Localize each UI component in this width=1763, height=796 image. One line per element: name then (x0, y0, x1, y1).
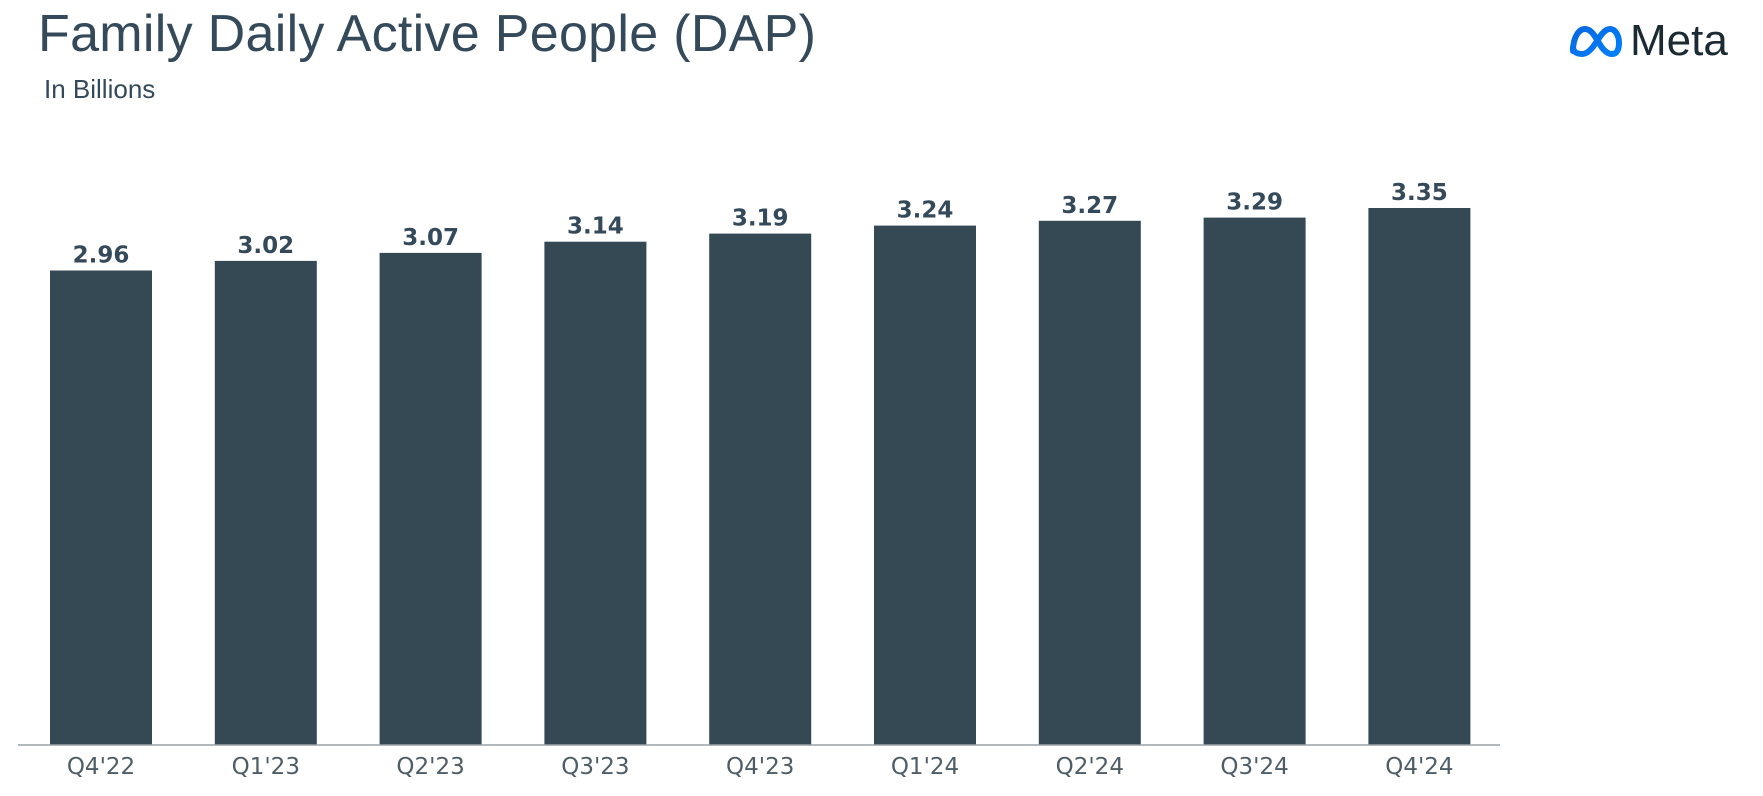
bar-7 (1203, 217, 1306, 746)
chart-title: Family Daily Active People (DAP) (38, 5, 817, 63)
value-label-5: 3.24 (897, 198, 954, 224)
x-tick-labels-layer: Q4'22 Q1'23 Q2'23 Q3'23 Q4'23 Q1'24 Q2'24 Q3'24… (67, 754, 1454, 780)
x-tick-label-3: Q3'23 (561, 754, 629, 780)
bar-2 (379, 252, 482, 745)
value-label-3: 3.14 (567, 214, 624, 240)
x-tick-label-0: Q4'22 (67, 754, 135, 780)
bar-0 (50, 270, 152, 745)
value-labels-layer: 2.96 3.02 3.07 3.14 3.19 3.24 3.27 3.29 3.35 (73, 180, 1448, 269)
value-label-1: 3.02 (237, 233, 294, 259)
bar-3 (544, 241, 647, 745)
bar-6 (1038, 220, 1141, 746)
bar-1 (214, 260, 317, 745)
x-tick-label-7: Q3'24 (1220, 754, 1288, 780)
x-tick-label-4: Q4'23 (726, 754, 794, 780)
bar-8 (1368, 208, 1471, 745)
meta-infinity-icon (1568, 23, 1624, 59)
x-tick-label-6: Q2'24 (1056, 754, 1124, 780)
value-label-6: 3.27 (1061, 193, 1118, 219)
meta-logo: Meta (1568, 16, 1728, 66)
value-label-4: 3.19 (732, 206, 789, 232)
meta-wordmark: Meta (1630, 16, 1728, 65)
x-tick-label-1: Q1'23 (232, 754, 300, 780)
x-tick-label-8: Q4'24 (1385, 754, 1453, 780)
x-tick-label-5: Q1'24 (891, 754, 959, 780)
value-label-2: 3.07 (402, 225, 459, 251)
bar-5 (874, 225, 976, 746)
bars-layer (50, 208, 1471, 746)
x-tick-label-2: Q2'23 (396, 754, 464, 780)
bar-4 (709, 233, 812, 745)
chart-subtitle: In Billions (44, 74, 156, 104)
value-label-8: 3.35 (1391, 180, 1448, 206)
value-label-7: 3.29 (1226, 190, 1283, 216)
value-label-0: 2.96 (73, 243, 130, 269)
